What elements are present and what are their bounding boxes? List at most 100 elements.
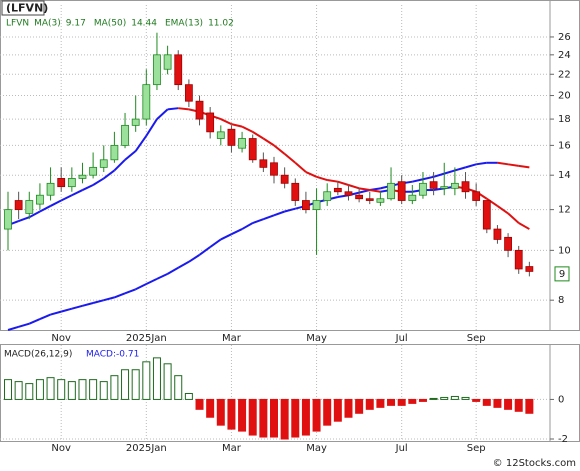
- x-tick-label: Sep: [467, 333, 486, 344]
- x-tick-label: 2025Jan: [126, 443, 167, 454]
- y-tick-label: 26: [558, 32, 571, 43]
- line-segment: [518, 222, 530, 230]
- candle-body: [78, 174, 87, 179]
- candle-body: [376, 198, 385, 203]
- macd-bar: [482, 398, 491, 406]
- macd-value: MACD:-0.71: [86, 350, 139, 360]
- line-segment: [50, 199, 62, 207]
- macd-bar: [259, 398, 268, 438]
- y-tick-label: 8: [558, 295, 564, 306]
- line-segment: [231, 123, 243, 128]
- y-tick-label: 0: [558, 394, 564, 405]
- macd-bar: [35, 379, 44, 400]
- candle-body: [142, 84, 151, 120]
- line-segment: [507, 212, 520, 224]
- macd-bar: [131, 369, 140, 400]
- macd-bar: [46, 377, 55, 400]
- y-tick-label: 24: [558, 50, 571, 61]
- candle-body: [89, 166, 98, 176]
- line-segment: [252, 130, 264, 140]
- macd-bar: [184, 392, 193, 400]
- candle-body: [270, 162, 278, 176]
- line-segment: [316, 175, 328, 181]
- line-segment: [476, 161, 487, 166]
- line-segment: [39, 205, 52, 213]
- line-segment: [231, 228, 243, 236]
- y-tick-label: 14: [558, 170, 571, 181]
- candle-body: [121, 124, 129, 146]
- x-tick-label: Sep: [467, 443, 486, 454]
- line-segment: [284, 207, 296, 213]
- candle-body: [25, 200, 34, 214]
- candle-body: [440, 186, 449, 189]
- line-segment: [241, 222, 254, 230]
- legend-value: 14.44: [131, 19, 157, 29]
- candle-body: [323, 191, 332, 201]
- line-segment: [82, 302, 94, 307]
- candle-body: [525, 266, 534, 272]
- x-tick-label: Mar: [222, 333, 242, 344]
- macd-bar: [216, 398, 225, 426]
- candle-body: [280, 174, 289, 184]
- line-segment: [18, 216, 30, 223]
- macd-bar: [163, 363, 172, 400]
- macd-bar: [270, 398, 278, 438]
- macd-bar: [291, 398, 300, 438]
- line-segment: [71, 189, 83, 197]
- candle-body: [57, 178, 66, 188]
- candle-body: [302, 200, 310, 211]
- macd-bar: [408, 398, 417, 404]
- macd-bar: [472, 398, 481, 402]
- candle-body: [355, 194, 364, 200]
- macd-bar: [206, 398, 215, 418]
- line-segment: [220, 118, 232, 126]
- candle-body: [14, 200, 23, 211]
- candle-body: [248, 138, 257, 161]
- candle-body: [163, 54, 172, 70]
- legend-name: EMA(13): [165, 19, 203, 29]
- candle-body: [4, 209, 12, 230]
- candle-body: [408, 194, 417, 201]
- macd-bar: [4, 379, 12, 400]
- macd-bar: [355, 398, 364, 414]
- macd-bar: [57, 379, 66, 400]
- legend-value: 11.02: [208, 19, 234, 29]
- line-segment: [124, 150, 137, 161]
- line-segment: [294, 162, 307, 173]
- y-tick-label: 18: [558, 114, 571, 125]
- candle-body: [461, 181, 470, 193]
- line-segment: [486, 197, 499, 207]
- line-segment: [497, 161, 509, 166]
- candle-body: [99, 159, 108, 168]
- candle-body: [450, 182, 459, 189]
- legend-name: MA(50): [94, 19, 126, 29]
- line-segment: [369, 189, 381, 193]
- last-price: 9: [559, 269, 565, 280]
- candle-body: [36, 194, 44, 205]
- line-segment: [454, 166, 466, 172]
- x-tick-label: Jul: [395, 443, 408, 454]
- macd-bar: [238, 398, 247, 432]
- line-segment: [263, 214, 275, 221]
- candle-body: [206, 112, 215, 133]
- macd-bar: [376, 398, 385, 408]
- line-segment: [167, 266, 179, 275]
- legend-name: LFVN: [6, 19, 29, 29]
- y-tick-label: -2: [558, 434, 568, 445]
- macd-bar: [121, 369, 130, 400]
- last-price-box: [554, 266, 570, 282]
- macd-bar: [89, 379, 98, 400]
- macd-bar: [440, 396, 449, 400]
- line-segment: [156, 108, 169, 120]
- candle-body: [153, 54, 161, 86]
- line-segment: [28, 318, 41, 325]
- line-segment: [7, 325, 19, 331]
- line-segment: [465, 163, 477, 169]
- line-segment: [241, 125, 254, 133]
- macd-bar: [312, 398, 321, 432]
- macd-bar: [152, 357, 161, 400]
- line-segment: [124, 288, 137, 295]
- candle-body: [344, 191, 353, 196]
- line-segment: [327, 179, 338, 183]
- candle-body: [216, 131, 225, 139]
